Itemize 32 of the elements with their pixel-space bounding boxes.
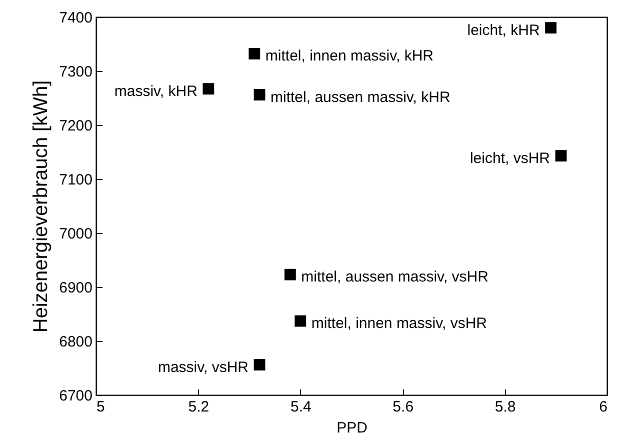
point [248, 48, 260, 60]
point [294, 315, 306, 327]
y-tick-label: 7000 [59, 226, 92, 242]
point [284, 268, 296, 280]
data-label: leicht, vsHR [470, 150, 550, 167]
data-label: massiv, kHR [114, 82, 198, 100]
point [555, 150, 567, 162]
data-label: massiv, vsHR [158, 358, 249, 376]
y-tick-label: 7300 [59, 64, 92, 80]
y-tick-label: 6900 [59, 280, 92, 296]
y-tick-label: 6700 [59, 388, 92, 404]
x-tick-label: 5 [96, 398, 105, 416]
y-tick-label: 6800 [59, 334, 92, 350]
data-label: mittel, aussen massiv, vsHR [301, 268, 489, 286]
y-tick-label: 7200 [59, 118, 92, 134]
y-tick-label: 7400 [59, 10, 92, 26]
point [254, 89, 266, 100]
x-axis-title: PPD [336, 420, 368, 436]
data-label: leicht, kHR [467, 22, 540, 39]
x-tick-label: 5.6 [392, 398, 414, 416]
point [202, 83, 214, 95]
x-tick-label: 6 [599, 398, 608, 416]
x-tick-label: 5.8 [494, 398, 516, 416]
y-tick-label: 7100 [59, 172, 92, 188]
y-axis-title: Heizenergieverbrauch [kWh] [30, 80, 52, 333]
point [254, 359, 266, 370]
point [545, 22, 556, 34]
data-label: mittel, aussen massiv, kHR [270, 88, 450, 106]
x-tick-label: 5.2 [188, 398, 210, 416]
x-tick-label: 5.4 [290, 398, 312, 416]
data-label: mittel, innen massiv, kHR [265, 48, 434, 65]
data-label: mittel, innen massiv, vsHR [311, 315, 488, 332]
